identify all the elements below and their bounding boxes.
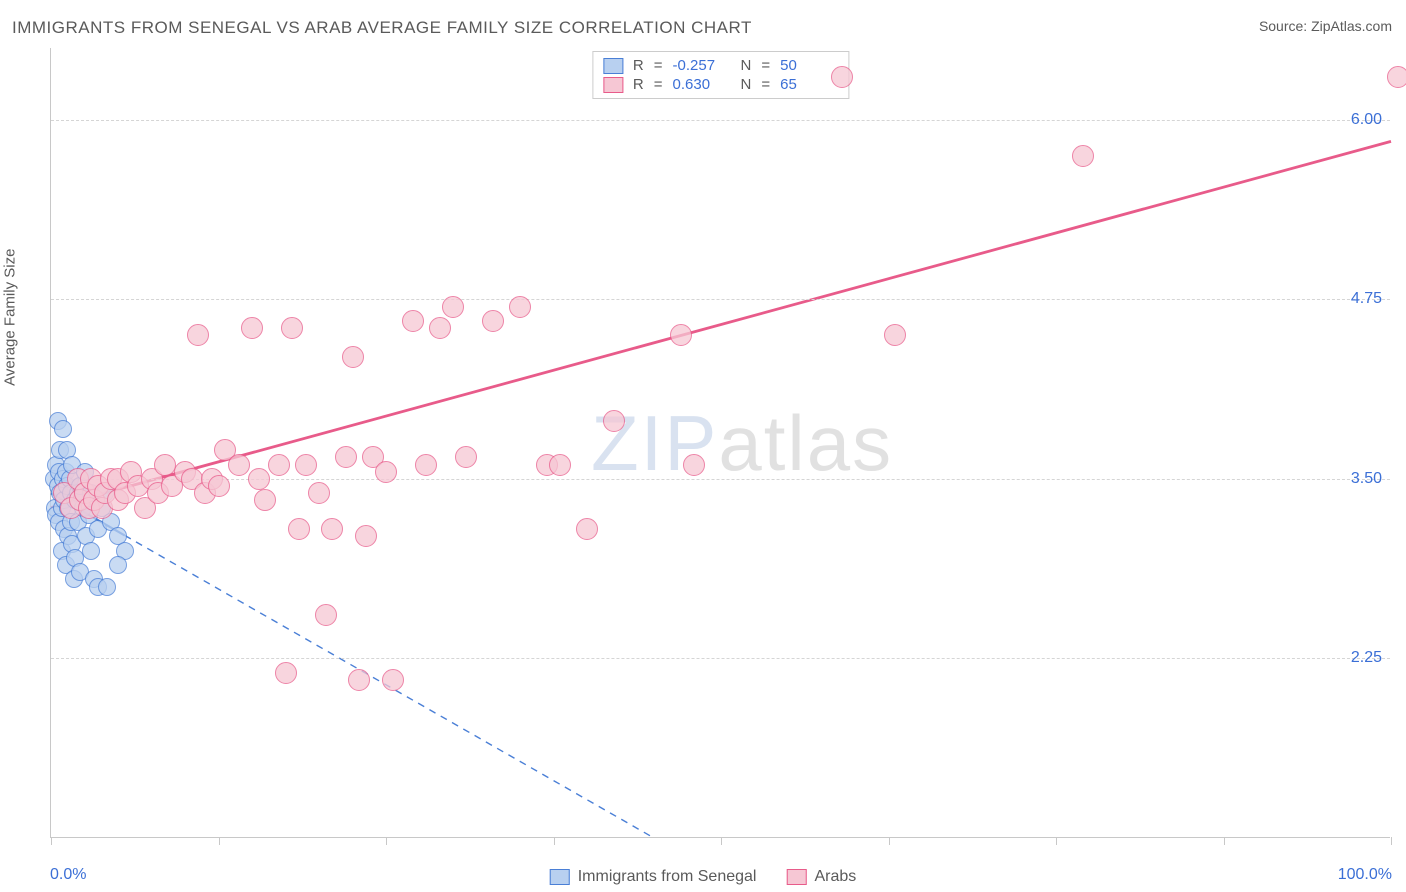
x-axis-min-label: 0.0%	[50, 866, 86, 884]
r-value: 0.630	[673, 76, 731, 93]
x-tick	[554, 837, 555, 845]
watermark-atlas: atlas	[718, 399, 893, 487]
data-point-arabs	[315, 604, 337, 626]
data-point-arabs	[1387, 66, 1406, 88]
data-point-senegal	[98, 578, 116, 596]
x-tick	[1391, 837, 1392, 845]
data-point-arabs	[576, 518, 598, 540]
legend-series-label: Immigrants from Senegal	[578, 868, 757, 886]
watermark: ZIPatlas	[591, 398, 893, 489]
gridline-horizontal	[51, 299, 1390, 300]
r-label: R	[633, 57, 644, 74]
data-point-arabs	[154, 454, 176, 476]
equals: =	[761, 76, 770, 93]
data-point-arabs	[342, 346, 364, 368]
data-point-arabs	[254, 489, 276, 511]
legend-swatch-senegal	[603, 58, 623, 74]
legend-correlation-row-arabs: R = 0.630 N = 65	[603, 75, 838, 94]
data-point-senegal	[82, 542, 100, 560]
data-point-arabs	[831, 66, 853, 88]
n-label: N	[741, 76, 752, 93]
data-point-arabs	[335, 446, 357, 468]
y-axis-label: Average Family Size	[2, 249, 19, 386]
equals: =	[654, 57, 663, 74]
y-tick-label: 4.75	[1351, 290, 1382, 308]
data-point-arabs	[268, 454, 290, 476]
x-tick	[1056, 837, 1057, 845]
n-value: 65	[780, 76, 838, 93]
data-point-arabs	[415, 454, 437, 476]
n-value: 50	[780, 57, 838, 74]
n-label: N	[741, 57, 752, 74]
data-point-arabs	[321, 518, 343, 540]
legend-series-item-arabs: Arabs	[786, 868, 856, 886]
data-point-arabs	[603, 410, 625, 432]
data-point-arabs	[442, 296, 464, 318]
data-point-senegal	[54, 420, 72, 438]
x-tick	[889, 837, 890, 845]
data-point-arabs	[248, 468, 270, 490]
source-attribution: Source: ZipAtlas.com	[1259, 18, 1392, 34]
x-axis-max-label: 100.0%	[1338, 866, 1392, 884]
source-prefix: Source:	[1259, 18, 1311, 34]
x-tick	[1224, 837, 1225, 845]
data-point-arabs	[187, 324, 209, 346]
data-point-arabs	[429, 317, 451, 339]
x-tick	[219, 837, 220, 845]
legend-swatch-senegal	[550, 869, 570, 885]
gridline-horizontal	[51, 120, 1390, 121]
trend-lines-layer	[51, 48, 1390, 837]
y-tick-label: 3.50	[1351, 470, 1382, 488]
data-point-arabs	[1072, 145, 1094, 167]
equals: =	[654, 76, 663, 93]
y-tick-label: 2.25	[1351, 649, 1382, 667]
legend-series: Immigrants from Senegal Arabs	[550, 868, 857, 886]
legend-swatch-arabs	[603, 77, 623, 93]
x-tick	[386, 837, 387, 845]
legend-swatch-arabs	[786, 869, 806, 885]
chart-title: IMMIGRANTS FROM SENEGAL VS ARAB AVERAGE …	[12, 18, 752, 38]
data-point-arabs	[482, 310, 504, 332]
equals: =	[761, 57, 770, 74]
x-tick	[721, 837, 722, 845]
x-tick	[51, 837, 52, 845]
legend-series-item-senegal: Immigrants from Senegal	[550, 868, 757, 886]
data-point-arabs	[208, 475, 230, 497]
data-point-arabs	[241, 317, 263, 339]
legend-correlation-row-senegal: R = -0.257 N = 50	[603, 56, 838, 75]
data-point-senegal	[109, 556, 127, 574]
legend-series-label: Arabs	[814, 868, 856, 886]
data-point-arabs	[509, 296, 531, 318]
data-point-arabs	[670, 324, 692, 346]
source-name: ZipAtlas.com	[1311, 18, 1392, 34]
legend-correlation-box: R = -0.257 N = 50 R = 0.630 N = 65	[592, 51, 849, 99]
data-point-arabs	[228, 454, 250, 476]
data-point-arabs	[375, 461, 397, 483]
data-point-arabs	[281, 317, 303, 339]
data-point-arabs	[382, 669, 404, 691]
data-point-arabs	[295, 454, 317, 476]
data-point-arabs	[355, 525, 377, 547]
data-point-arabs	[275, 662, 297, 684]
data-point-arabs	[288, 518, 310, 540]
plot-area: ZIPatlas R = -0.257 N = 50 R = 0.630 N = 65 2.25 3.5…	[50, 48, 1390, 838]
data-point-arabs	[683, 454, 705, 476]
data-point-arabs	[884, 324, 906, 346]
data-point-arabs	[402, 310, 424, 332]
r-label: R	[633, 76, 644, 93]
r-value: -0.257	[673, 57, 731, 74]
gridline-horizontal	[51, 658, 1390, 659]
data-point-arabs	[308, 482, 330, 504]
data-point-arabs	[549, 454, 571, 476]
data-point-arabs	[455, 446, 477, 468]
y-tick-label: 6.00	[1351, 111, 1382, 129]
data-point-arabs	[348, 669, 370, 691]
